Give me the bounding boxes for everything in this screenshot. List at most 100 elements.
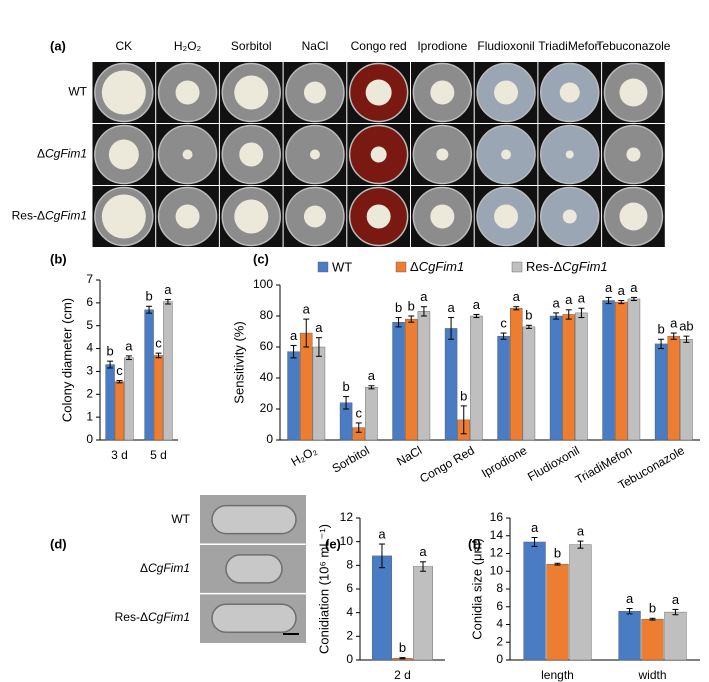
y-tick-label: 2 <box>86 386 93 400</box>
x-tick-label: H₂O₂ <box>289 443 320 469</box>
y-axis-title: Conidiation (10⁶ mL⁻¹) <box>316 524 331 654</box>
y-tick-label: 12 <box>340 510 354 524</box>
error-bar <box>408 315 415 323</box>
significance-letter: b <box>399 640 406 655</box>
bar <box>371 555 392 661</box>
y-tick-label: 10 <box>490 563 504 577</box>
error-bar <box>107 360 114 369</box>
error-bar <box>554 562 561 566</box>
y-axis-title: Colony diameter (cm) <box>59 298 74 422</box>
significance-letter: b <box>395 300 402 315</box>
significance-letter: a <box>303 302 311 317</box>
bar <box>105 364 115 441</box>
column-label: Fludioxonil <box>477 39 534 53</box>
x-tick-label: Fludioxonil <box>525 443 582 484</box>
legend-swatch <box>317 261 329 273</box>
bar <box>312 346 326 441</box>
significance-letter: a <box>473 297 481 312</box>
colony <box>239 142 264 167</box>
error-bar <box>605 296 612 305</box>
error-bar <box>343 396 350 410</box>
y-tick-label: 20 <box>260 401 274 415</box>
colony <box>619 78 648 107</box>
colony <box>494 204 519 229</box>
error-bar <box>125 355 132 361</box>
error-bar <box>500 332 507 340</box>
colony <box>108 139 139 170</box>
column-label: H₂O₂ <box>174 39 202 53</box>
bar <box>287 351 300 441</box>
significance-letter: a <box>164 282 172 297</box>
legend-swatch <box>511 261 523 273</box>
significance-letter: b <box>554 546 561 561</box>
significance-letter: a <box>513 289 521 304</box>
bar <box>569 544 592 661</box>
y-tick-label: 0 <box>266 432 273 446</box>
significance-letter: b <box>657 322 664 337</box>
column-label: Iprodione <box>417 39 467 53</box>
significance-letter: a <box>577 524 585 539</box>
panel-label: (f) <box>468 536 481 551</box>
bar <box>546 563 569 661</box>
bar <box>365 387 378 441</box>
colony <box>565 150 574 159</box>
y-tick-label: 4 <box>496 617 503 631</box>
error-bar <box>630 296 637 301</box>
bar <box>641 618 664 661</box>
bar <box>664 611 687 661</box>
significance-letter: b <box>649 601 656 616</box>
error-bar <box>525 324 532 329</box>
x-tick-label: Congo Red <box>417 443 477 485</box>
significance-letter: a <box>290 328 298 343</box>
bar <box>522 326 536 441</box>
significance-letter: a <box>670 315 678 330</box>
y-tick-label: 2 <box>346 629 353 643</box>
bar <box>510 308 523 441</box>
legend-label: ΔCgFim1 <box>410 259 464 274</box>
error-bar <box>448 317 455 340</box>
panel-label: (d) <box>50 536 67 551</box>
x-tick-label: Sorbitol <box>330 443 372 475</box>
error-bar <box>513 306 520 311</box>
colony <box>430 80 455 105</box>
y-tick-label: 0 <box>86 432 93 446</box>
row-label: WT <box>68 85 87 99</box>
x-tick-label: NaCl <box>394 443 424 468</box>
error-bar <box>618 300 625 305</box>
x-tick-label: Iprodione <box>479 443 530 480</box>
error-bar <box>420 306 427 317</box>
bar <box>602 300 615 441</box>
significance-letter: a <box>378 526 386 541</box>
significance-letter: a <box>552 295 560 310</box>
error-bar <box>355 422 362 433</box>
row-label: ΔCgFim1 <box>140 561 190 575</box>
colony <box>303 205 326 228</box>
significance-letter: b <box>145 289 152 304</box>
column-label: NaCl <box>302 39 329 53</box>
significance-letter: a <box>578 291 586 306</box>
y-tick-label: 10 <box>340 534 354 548</box>
error-bar <box>565 309 572 320</box>
colony <box>101 194 146 239</box>
bar <box>497 335 510 441</box>
error-bar <box>155 352 162 359</box>
y-tick-label: 6 <box>346 581 353 595</box>
colony <box>365 79 392 106</box>
significance-letter: c <box>116 363 123 378</box>
legend-swatch <box>395 261 407 273</box>
colony <box>175 80 200 105</box>
y-tick-label: 1 <box>86 409 93 423</box>
row-label: Res-ΔCgFim1 <box>115 610 190 624</box>
significance-letter: ab <box>679 319 693 334</box>
error-bar <box>315 337 322 357</box>
x-tick-label: width <box>637 668 666 682</box>
error-bar <box>368 385 375 390</box>
bar <box>417 311 431 441</box>
bar <box>562 314 575 441</box>
panel-label: (c) <box>253 251 269 266</box>
bar <box>627 298 641 441</box>
bar <box>680 339 693 441</box>
y-tick-label: 2 <box>496 634 503 648</box>
error-bar <box>399 657 406 660</box>
significance-letter: b <box>525 308 532 323</box>
